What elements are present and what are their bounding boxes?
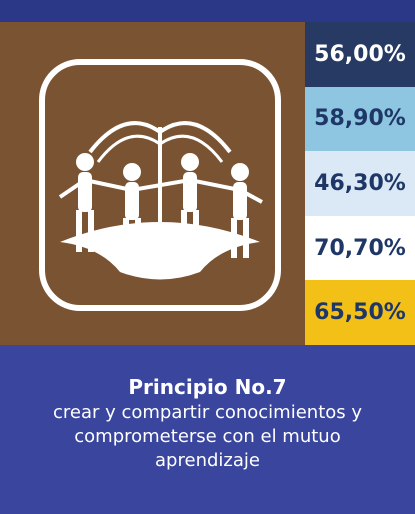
stat: 46,30% (305, 151, 415, 216)
emblem-panel (0, 22, 305, 345)
caption-text: crear y compartir conocimientos y compro… (52, 402, 363, 471)
stats-column: 56,00% 58,90% 46,30% 70,70% 65,50% (305, 22, 415, 345)
top-bar (0, 0, 415, 22)
stat: 65,50% (305, 280, 415, 345)
caption: Principio No.7 crear y compartir conocim… (0, 345, 415, 514)
stat: 58,90% (305, 86, 415, 152)
stat: 70,70% (305, 215, 415, 281)
stat: 56,00% (305, 22, 415, 87)
caption-title: Principio No.7 (128, 375, 287, 399)
emblem (39, 59, 281, 311)
